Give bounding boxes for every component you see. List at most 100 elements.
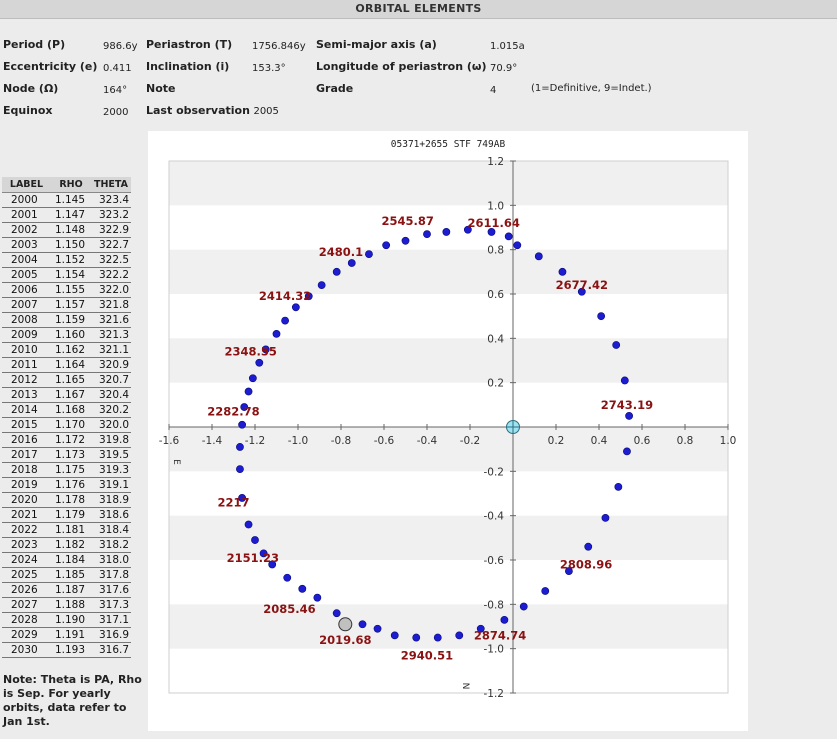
orbit-point <box>240 403 249 411</box>
y-tick-label: -0.4 <box>484 511 505 523</box>
orbit-point <box>268 560 277 569</box>
grade-scale-note: (1=Definitive, 9=Indet.) <box>531 83 652 94</box>
row-label: 2004 <box>2 252 51 268</box>
orbit-point <box>558 267 567 276</box>
last-observation-value: 2005 <box>253 106 279 117</box>
orbit-point <box>412 633 421 642</box>
row-theta: 316.7 <box>91 642 132 658</box>
row-rho: 1.184 <box>51 552 91 568</box>
table-row: 2024 1.184 318.0 <box>2 552 132 568</box>
east-direction-label: E <box>171 459 181 465</box>
period-value-text: 986.6y <box>103 41 138 52</box>
y-tick-label: -0.6 <box>484 555 505 567</box>
note-field: Note <box>146 82 175 95</box>
row-rho: 1.181 <box>51 522 91 538</box>
orbit-point <box>261 345 270 354</box>
orbit-plot-panel: -1.6 -1.4 -1.2 -1.0 -0.8 -0.6 -0.4 -0.2 0.2 0.4 0.… <box>148 131 748 731</box>
inclination-value-text: 153.3° <box>252 63 286 74</box>
table-body: 2000 1.145 323.4 2001 1.147 323.2 2002 1.148 322… <box>2 192 132 658</box>
semimajor-field: Semi-major axis (a) <box>316 38 437 51</box>
row-rho: 1.179 <box>51 507 91 523</box>
row-theta: 321.8 <box>91 297 132 313</box>
row-label: 2030 <box>2 642 51 658</box>
row-label: 2016 <box>2 432 51 448</box>
row-theta: 317.1 <box>91 612 132 628</box>
table-row: 2027 1.188 317.3 <box>2 597 132 613</box>
orbit-point <box>513 241 522 250</box>
orbit-point <box>612 341 621 349</box>
row-label: 2021 <box>2 507 51 523</box>
table-row: 2017 1.173 319.5 <box>2 447 132 463</box>
column-header-theta: THETA <box>91 177 132 193</box>
y-tick-label: 1.0 <box>487 200 504 212</box>
longitude-value: 70.9° <box>490 61 517 74</box>
orbit-annotation-label: 2414.32 <box>259 289 311 303</box>
orbit-point <box>313 593 322 602</box>
orbit-point <box>236 443 244 451</box>
semimajor-value-text: 1.015a <box>490 41 525 52</box>
node-label: Node (Ω) <box>3 82 59 95</box>
y-tick-label: -0.8 <box>484 599 505 611</box>
x-tick-label: 0.6 <box>634 435 651 447</box>
orbit-point <box>358 620 367 629</box>
table-row: 2015 1.170 320.0 <box>2 417 132 433</box>
equinox-field: Equinox <box>3 104 52 117</box>
inclination-field: Inclination (i) <box>146 60 229 73</box>
x-tick-label: -0.4 <box>417 435 438 447</box>
orbit-point <box>317 281 326 290</box>
orbit-point <box>564 567 573 575</box>
period-field: Period (P) <box>3 38 65 51</box>
orbit-point <box>601 513 610 522</box>
row-label: 2024 <box>2 552 51 568</box>
row-rho: 1.178 <box>51 492 91 508</box>
row-rho: 1.170 <box>51 417 91 433</box>
row-rho: 1.191 <box>51 627 91 643</box>
longitude-field: Longitude of periastron (ω) <box>316 60 486 73</box>
row-rho: 1.147 <box>51 207 91 223</box>
x-tick-label: 0.2 <box>548 435 565 447</box>
table-row: 2002 1.148 322.9 <box>2 222 132 238</box>
row-label: 2002 <box>2 222 51 238</box>
y-tick-label: 1.2 <box>487 156 504 168</box>
table-row: 2008 1.159 321.6 <box>2 312 132 328</box>
orbit-point <box>442 228 451 236</box>
orbit-point <box>584 542 593 551</box>
orbit-point <box>614 482 623 491</box>
row-label: 2025 <box>2 567 51 583</box>
orbit-annotation-label: 2019.68 <box>319 633 371 647</box>
x-tick-label: -0.8 <box>331 435 352 447</box>
orbit-point <box>623 447 631 456</box>
table-row: 2006 1.155 322.0 <box>2 282 132 298</box>
orbit-point <box>365 250 373 258</box>
note-label: Note <box>146 82 176 95</box>
grade-value-text: 4 <box>490 85 497 96</box>
row-theta: 322.9 <box>91 222 132 238</box>
plot-ticks: -1.6 -1.4 -1.2 -1.0 -0.8 -0.6 -0.4 -0.2 0.2 0.4 0.… <box>159 156 737 700</box>
row-theta: 321.3 <box>91 327 132 343</box>
orbit-point <box>433 633 442 642</box>
orbit-annotation-label: 2743.19 <box>601 398 653 412</box>
row-theta: 316.9 <box>91 627 132 643</box>
row-rho: 1.185 <box>51 567 91 583</box>
grid-band <box>169 161 728 206</box>
row-label: 2020 <box>2 492 51 508</box>
orbit-point <box>534 252 543 261</box>
orbit-point <box>281 316 289 325</box>
orbit-point <box>244 520 253 529</box>
orbit-point <box>390 631 399 640</box>
orbit-point <box>541 587 550 595</box>
grade-label: Grade <box>316 82 354 95</box>
eccentricity-label: Eccentricity (e) <box>3 60 98 73</box>
table-row: 2019 1.176 319.1 <box>2 477 132 493</box>
row-theta: 318.4 <box>91 522 132 538</box>
x-tick-label: -1.6 <box>159 435 180 447</box>
row-label: 2003 <box>2 237 51 253</box>
row-theta: 319.8 <box>91 432 132 448</box>
row-theta: 317.6 <box>91 582 132 598</box>
x-tick-label: -1.4 <box>202 435 223 447</box>
row-rho: 1.173 <box>51 447 91 463</box>
table-row: 2007 1.157 321.8 <box>2 297 132 313</box>
orbit-point <box>251 536 259 544</box>
row-theta: 320.2 <box>91 402 132 418</box>
orbit-plot: -1.6 -1.4 -1.2 -1.0 -0.8 -0.6 -0.4 -0.2 0.2 0.4 0.… <box>159 139 737 700</box>
